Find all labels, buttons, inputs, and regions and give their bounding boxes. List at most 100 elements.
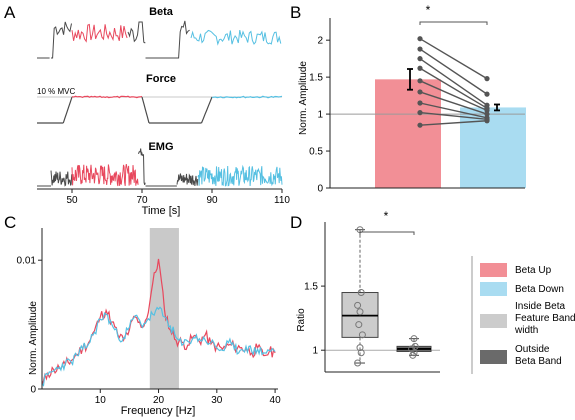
paired-line — [419, 120, 488, 126]
panel-c-x-tick-label: 20 — [153, 395, 165, 406]
box-data-point — [355, 321, 363, 329]
panel-label-a: A — [4, 3, 16, 22]
emg-trace-segment-5 — [176, 173, 199, 187]
time-axis-label: Time [s] — [142, 205, 181, 217]
bar-beta-up — [375, 79, 441, 188]
box-data-point — [408, 345, 416, 353]
box-data-point — [410, 335, 418, 343]
box-data-point — [356, 344, 364, 352]
paired-line — [419, 102, 488, 119]
panel-c-x-tick-label: 10 — [95, 395, 107, 406]
emg-trace-segment-2 — [71, 164, 139, 187]
paired-point — [417, 100, 423, 106]
panel-b-y-tick-label: 0.5 — [309, 147, 323, 158]
box-data-point — [357, 289, 365, 297]
legend-label-line: Feature Band- — [515, 313, 575, 324]
paired-line — [419, 111, 488, 120]
legend-label-line: width — [514, 325, 538, 336]
paired-point — [484, 118, 490, 124]
panel-c-x-tick-label: 30 — [211, 395, 223, 406]
emg-trace-segment-1 — [50, 170, 73, 187]
paired-point — [417, 65, 423, 71]
time-tick-label: 110 — [274, 195, 290, 206]
paired-point — [484, 91, 490, 97]
beta-trace-segment-2 — [71, 23, 128, 43]
panel-d-boxplot: Ratio * 1 1.5 — [296, 209, 440, 373]
panel-b-significance: * — [426, 3, 431, 17]
panel-b-y-tick-label: 0 — [317, 184, 323, 195]
force-trace-segment-3 — [141, 96, 150, 124]
panel-label-d: D — [290, 213, 302, 232]
paired-point — [484, 111, 490, 117]
force-subpanel-title: Force — [146, 73, 176, 85]
panel-d-significance-bracket — [359, 231, 415, 235]
box-data-point — [409, 351, 417, 359]
panel-c-y-tick-label: 0 — [30, 385, 36, 396]
paired-point — [417, 89, 423, 95]
legend-swatch-3 — [480, 350, 507, 364]
paired-point — [417, 46, 423, 52]
box-data-point — [356, 308, 364, 316]
paired-point — [417, 56, 423, 62]
panel-c-ylabel: Norm. Amplitude — [28, 301, 39, 375]
legend: Beta Up Beta Down Inside Beta Feature Band-… — [471, 256, 575, 374]
legend-label-line: Beta Band — [515, 356, 562, 367]
time-tick-label: 90 — [206, 195, 218, 206]
panel-b-bar-chart: Norm. Amplitude * 0 0.5 1 1.5 2 — [298, 3, 526, 195]
legend-label-line: Outside — [515, 344, 550, 355]
panel-c-xlabel: Frequency [Hz] — [121, 405, 196, 417]
paired-point — [484, 76, 490, 82]
emg-trace-segment-6 — [197, 164, 283, 187]
box-data-point — [354, 301, 362, 309]
panel-b-y-tick-label: 1 — [317, 110, 323, 121]
panel-d-y-tick-label: 1.5 — [304, 282, 318, 293]
paired-point — [484, 107, 490, 113]
beta-trace-segment-6 — [190, 29, 282, 46]
force-reference-label: 10 % MVC — [37, 87, 75, 96]
panel-b-y-tick-label: 2 — [317, 36, 323, 47]
panel-c-x-tick-label: 40 — [270, 395, 282, 406]
box-data-point — [357, 349, 365, 357]
box-data-point — [354, 359, 362, 367]
beta-trace-segment-1 — [51, 21, 72, 59]
panel-label-b: B — [290, 3, 301, 22]
paired-line — [419, 67, 488, 109]
panel-label-c: C — [4, 213, 16, 232]
emg-trace-segment-3 — [138, 148, 146, 186]
series-line-beta-down — [41, 306, 276, 387]
panel-c-y-tick-label: 0.01 — [17, 256, 37, 267]
legend-label-2: Inside Beta Feature Band-width — [514, 301, 575, 336]
time-tick-label: 50 — [66, 195, 78, 206]
box-data-point — [358, 331, 366, 339]
beta-trace-segment-3 — [127, 21, 146, 44]
paired-line — [419, 91, 488, 115]
legend-swatch-0 — [480, 263, 507, 277]
paired-line — [419, 38, 488, 80]
bar-beta-down — [460, 107, 526, 188]
legend-label-line: Inside Beta — [515, 301, 565, 312]
time-tick-label: 70 — [136, 195, 148, 206]
panel-c-spectrum: Frequency [Hz] Norm. Amplitude 10 20 30 40 0… — [17, 228, 282, 417]
paired-point — [417, 36, 423, 42]
force-trace-segment-6 — [211, 95, 283, 99]
paired-line — [419, 80, 488, 112]
emg-subpanel-title: EMG — [148, 141, 173, 153]
beta-trace-segment-5 — [177, 20, 190, 59]
panel-a-traces: Beta Force EMG 10 % MVC Time [s] 50 70 90 1… — [37, 6, 290, 217]
paired-point — [417, 122, 423, 128]
legend-swatch-1 — [480, 282, 507, 296]
beta-subpanel-title: Beta — [149, 6, 174, 18]
legend-label-3: Outside Beta Band — [515, 344, 562, 367]
significance-bracket — [419, 21, 488, 25]
force-trace-segment-5 — [200, 96, 213, 124]
force-trace-segment-1 — [62, 96, 73, 124]
panel-b-ylabel: Norm. Amplitude — [298, 61, 309, 135]
legend-label-0: Beta Up — [515, 265, 552, 276]
paired-line — [419, 58, 488, 106]
panel-d-significance: * — [384, 209, 389, 223]
legend-swatch-2 — [480, 314, 507, 328]
paired-point — [417, 110, 423, 116]
force-trace-segment-2 — [71, 95, 143, 99]
legend-label-1: Beta Down — [515, 284, 564, 295]
